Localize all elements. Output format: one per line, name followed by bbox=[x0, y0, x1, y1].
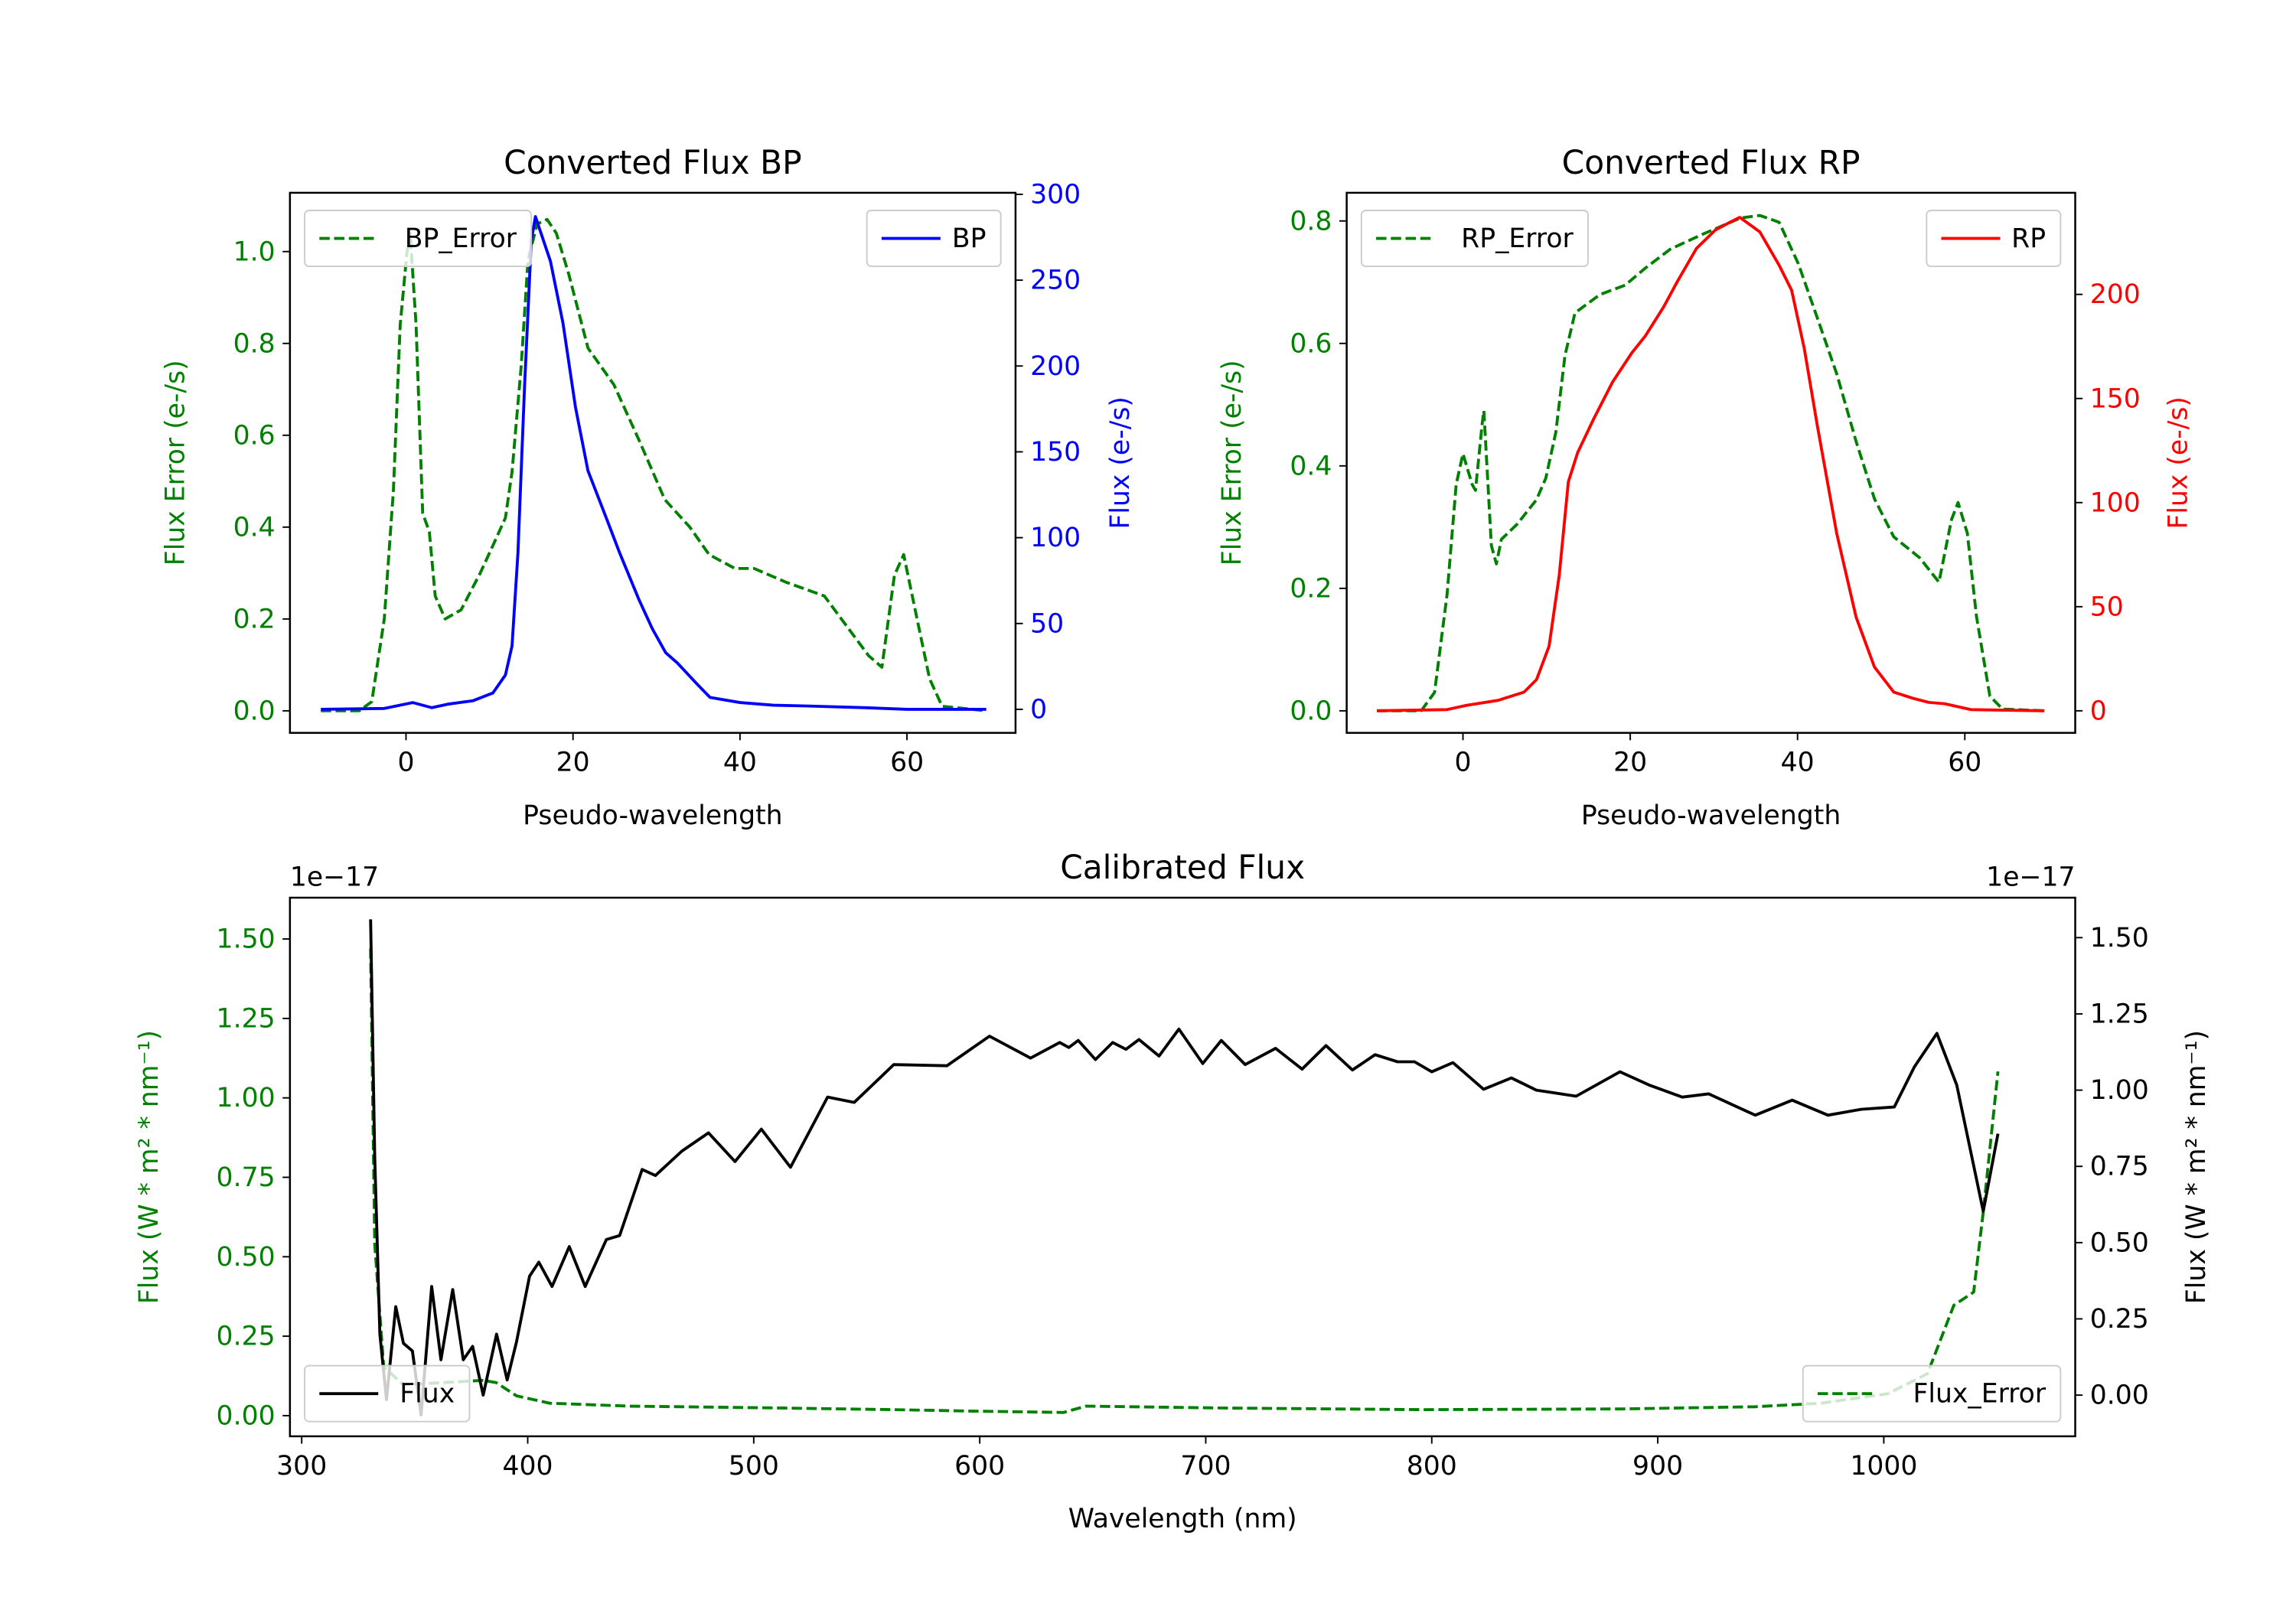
axes-frame bbox=[289, 191, 1017, 734]
y-right-tick-label: 150 bbox=[1030, 437, 1081, 468]
x-axis-label: Wavelength (nm) bbox=[1068, 1504, 1297, 1534]
y-left-tick-label: 0.8 bbox=[233, 328, 276, 359]
y-right-tick-label: 0.75 bbox=[2090, 1152, 2149, 1182]
x-tick-label: 500 bbox=[729, 1451, 779, 1482]
y-left-tick-label: 0.75 bbox=[217, 1162, 276, 1193]
y-right-tick-label: 100 bbox=[2090, 487, 2141, 518]
y-right-tick-label: 250 bbox=[1030, 266, 1081, 296]
y-left-tick-label: 1.25 bbox=[217, 1003, 276, 1034]
y-right-tick-label: 100 bbox=[1030, 523, 1081, 553]
x-tick-label: 0 bbox=[397, 748, 414, 778]
y-right-tick-label: 1.00 bbox=[2090, 1075, 2149, 1106]
y-right-axis-label: Flux (e-/s) bbox=[1105, 396, 1136, 529]
y-left-axis-label: Flux (W * m² * nm⁻¹) bbox=[134, 1030, 165, 1304]
y-right-axis-label: Flux (e-/s) bbox=[2164, 396, 2194, 529]
y-left-tick-label: 0.2 bbox=[233, 604, 276, 634]
x-tick-label: 300 bbox=[276, 1451, 327, 1482]
y-left-tick-label: 0.4 bbox=[1290, 451, 1332, 481]
y-right-tick-label: 0 bbox=[1030, 694, 1047, 725]
y-right-tick-label: 0.25 bbox=[2090, 1304, 2149, 1335]
y-right-tick-label: 1.50 bbox=[2090, 923, 2149, 953]
x-tick-label: 40 bbox=[723, 748, 757, 778]
y-right-tick-label: 50 bbox=[2090, 592, 2124, 622]
legend-frame bbox=[1802, 1364, 2062, 1423]
x-tick-label: 800 bbox=[1407, 1451, 1457, 1482]
x-tick-label: 400 bbox=[502, 1451, 553, 1482]
x-tick-label: 60 bbox=[1948, 748, 1981, 778]
y-left-tick-label: 1.00 bbox=[217, 1083, 276, 1113]
x-tick-label: 700 bbox=[1180, 1451, 1231, 1482]
x-tick-label: 60 bbox=[890, 748, 924, 778]
y-right-axis-label: Flux (W * m² * nm⁻¹) bbox=[2181, 1030, 2212, 1304]
legend-flux: Flux bbox=[304, 1364, 471, 1423]
legend-label: RP_Error bbox=[1461, 223, 1574, 254]
legend-bp: BP bbox=[866, 210, 1002, 268]
axes-frame bbox=[1345, 191, 2076, 734]
legend-label: Flux bbox=[400, 1379, 455, 1410]
chart-2: 300 400 500 600 700 800 900 1000 0.00 0.25 0.50 0.7… bbox=[134, 849, 2212, 1534]
y-left-tick-label: 0.25 bbox=[217, 1322, 276, 1352]
x-tick-label: 0 bbox=[1455, 748, 1472, 778]
y-left-tick-label: 0.00 bbox=[217, 1400, 276, 1431]
y-right-tick-label: 50 bbox=[1030, 608, 1064, 639]
series-line-rp bbox=[1377, 216, 2045, 712]
x-tick-label: 1000 bbox=[1850, 1451, 1917, 1482]
legend-frame bbox=[1360, 210, 1589, 268]
x-axis-label: Pseudo-wavelength bbox=[523, 800, 782, 831]
y-left-offset-text: 1e−17 bbox=[290, 862, 379, 893]
legend-label: RP bbox=[2011, 223, 2046, 254]
y-left-tick-label: 1.50 bbox=[217, 924, 276, 955]
y-left-tick-label: 0.6 bbox=[1290, 328, 1332, 359]
y-left-tick-label: 0.8 bbox=[1290, 206, 1332, 236]
chart-0: 0 20 40 60 0.0 0.2 0.4 0.6 0.8 1.0 0 50 100 150 200 250… bbox=[160, 144, 1136, 831]
y-left-tick-label: 1.0 bbox=[233, 236, 276, 267]
x-tick-label: 20 bbox=[556, 748, 590, 778]
legend-label: BP bbox=[952, 223, 987, 254]
legend-rp-error: RP_Error bbox=[1360, 210, 1589, 268]
x-tick-label: 600 bbox=[954, 1451, 1005, 1482]
legend-flux-error: Flux_Error bbox=[1802, 1364, 2062, 1423]
legend-frame bbox=[304, 210, 533, 268]
x-tick-label: 20 bbox=[1613, 748, 1647, 778]
y-left-tick-label: 0.50 bbox=[217, 1242, 276, 1273]
y-left-axis-label: Flux Error (e-/s) bbox=[160, 360, 191, 566]
y-right-tick-label: 0.50 bbox=[2090, 1227, 2149, 1258]
chart-1: 0 20 40 60 0.0 0.2 0.4 0.6 0.8 0 50 100 150 200 Conver… bbox=[1217, 144, 2194, 831]
y-right-offset-text: 1e−17 bbox=[1986, 862, 2075, 893]
legend-label: BP_Error bbox=[405, 223, 517, 254]
y-left-tick-label: 0.0 bbox=[233, 696, 276, 726]
y-left-tick-label: 0.0 bbox=[1290, 696, 1332, 726]
chart-title: Converted Flux BP bbox=[504, 144, 801, 181]
y-right-tick-label: 0 bbox=[2090, 696, 2107, 726]
series-line-flux bbox=[369, 919, 2000, 1416]
y-right-tick-label: 1.25 bbox=[2090, 999, 2149, 1029]
y-right-tick-label: 200 bbox=[2090, 279, 2141, 310]
x-axis-label: Pseudo-wavelength bbox=[1581, 800, 1841, 831]
y-right-tick-label: 150 bbox=[2090, 383, 2141, 414]
chart-title: Converted Flux RP bbox=[1562, 144, 1861, 181]
y-left-tick-label: 0.2 bbox=[1290, 573, 1332, 604]
y-right-tick-label: 300 bbox=[1030, 179, 1081, 210]
legend-frame bbox=[304, 1364, 471, 1423]
series-line-rp-error bbox=[1377, 214, 2045, 712]
y-left-tick-label: 0.6 bbox=[233, 420, 276, 451]
x-tick-label: 900 bbox=[1632, 1451, 1683, 1482]
y-left-tick-label: 0.4 bbox=[233, 512, 276, 543]
legend-bp-error: BP_Error bbox=[304, 210, 533, 268]
y-left-axis-label: Flux Error (e-/s) bbox=[1217, 360, 1247, 566]
y-right-tick-label: 200 bbox=[1030, 351, 1081, 382]
y-right-tick-label: 0.00 bbox=[2090, 1380, 2149, 1411]
x-tick-label: 40 bbox=[1781, 748, 1815, 778]
series-line-bp bbox=[321, 215, 987, 711]
chart-title: Calibrated Flux bbox=[1060, 849, 1305, 886]
legend-label: Flux_Error bbox=[1913, 1379, 2046, 1410]
legend-rp: RP bbox=[1926, 210, 2062, 268]
